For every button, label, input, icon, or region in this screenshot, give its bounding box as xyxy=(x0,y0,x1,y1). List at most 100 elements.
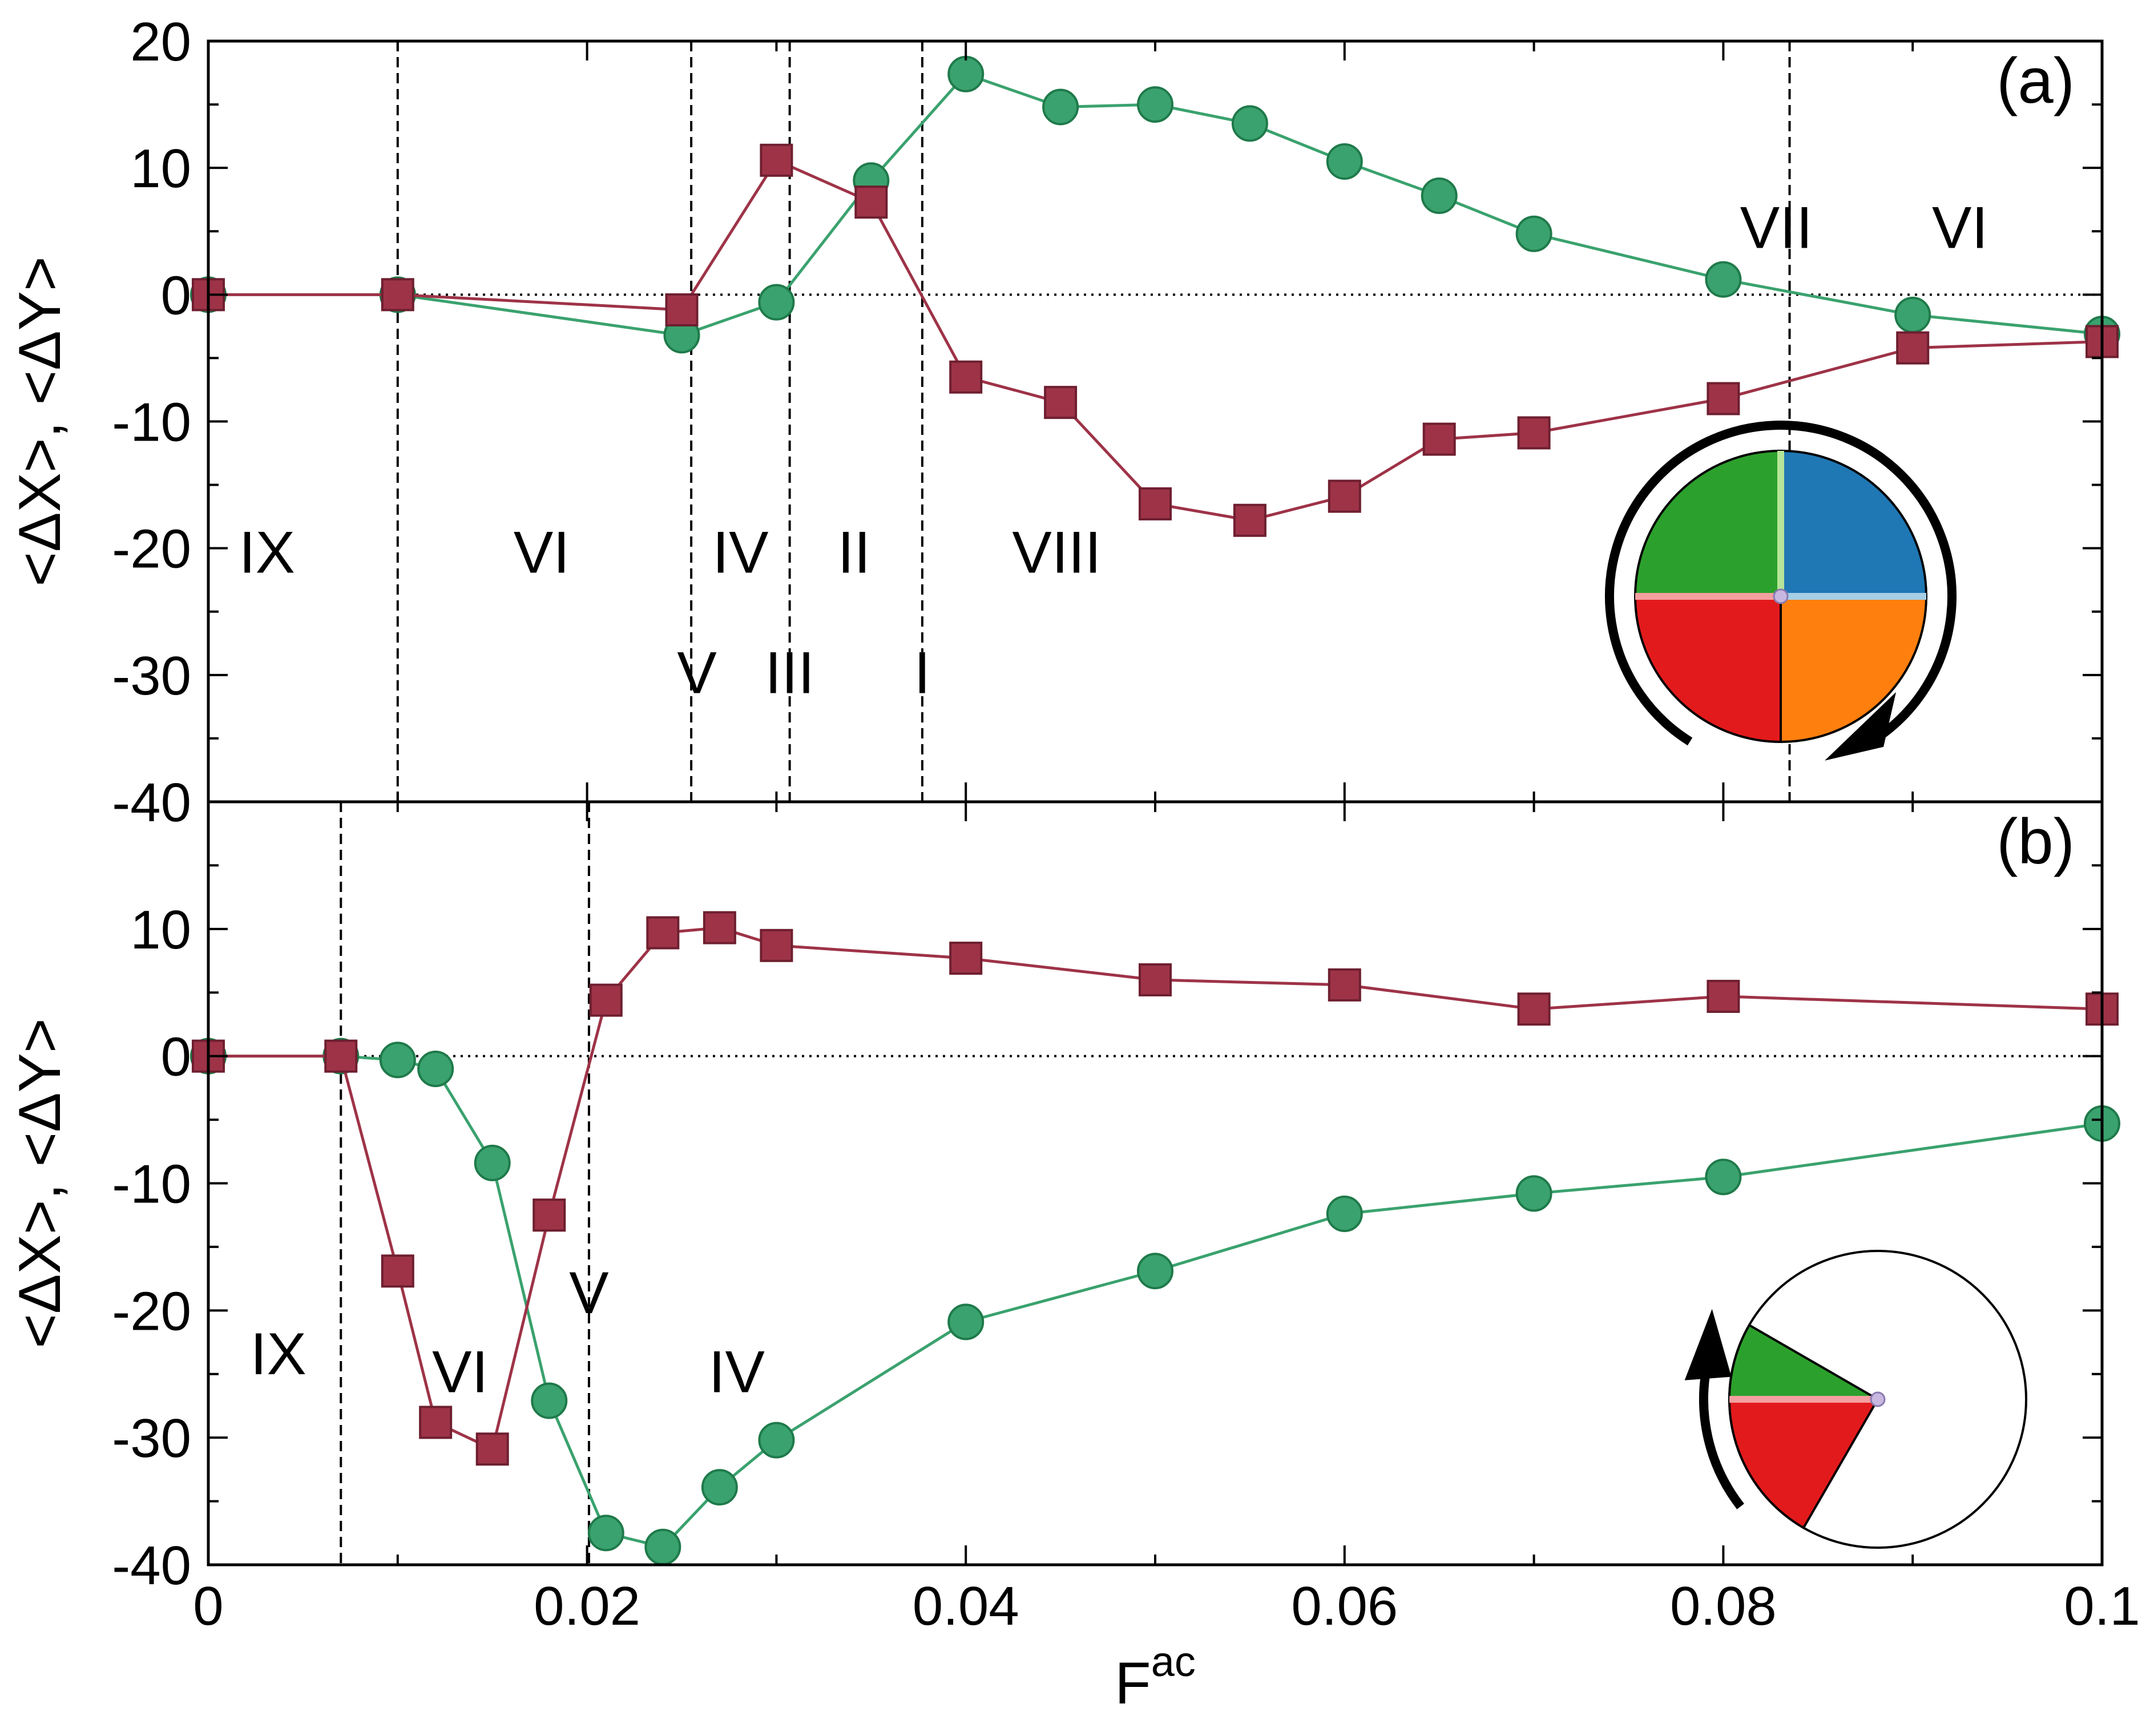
b-x-tick-label: 0.06 xyxy=(1291,1576,1398,1637)
a-region-label: VIII xyxy=(1012,519,1101,586)
inset-pie-sector xyxy=(1728,1323,1882,1400)
a-region-label: VI xyxy=(514,519,570,586)
inset-pie-sector xyxy=(1728,1398,1880,1529)
rotation-arrowhead xyxy=(1684,1309,1732,1380)
b-circle-point xyxy=(417,1050,454,1087)
a-circle-point xyxy=(758,284,795,321)
x-axis-label: Fac xyxy=(1115,1638,1196,1717)
a-region-label: IV xyxy=(712,519,768,586)
a-square-point xyxy=(1044,386,1078,419)
b-square-point xyxy=(381,1254,414,1288)
b-square-point xyxy=(475,1432,509,1466)
a-square-point xyxy=(1233,503,1266,537)
b-circle-point xyxy=(701,1469,738,1506)
a-circle-point xyxy=(1515,215,1552,252)
b-circle-point xyxy=(474,1144,511,1181)
b-square-point xyxy=(1707,979,1740,1013)
b-series-circles-line xyxy=(208,1055,2103,1549)
a-circle-point xyxy=(1042,88,1079,126)
a-square-point xyxy=(760,143,793,177)
b-y-tick-label: -40 xyxy=(112,1535,191,1596)
b-square-point xyxy=(589,983,623,1017)
b-circle-point xyxy=(1705,1158,1742,1196)
a-circle-point xyxy=(1326,143,1363,180)
a-circle-point xyxy=(1705,261,1742,298)
b-circle-point xyxy=(1515,1175,1552,1212)
a-circle-point xyxy=(1231,105,1268,142)
a-y-tick-label: -40 xyxy=(112,772,191,833)
b-square-point xyxy=(419,1406,453,1439)
x-axis-label-main: F xyxy=(1115,1650,1151,1717)
inset-pie-sector xyxy=(1635,451,1781,596)
a-circle-point xyxy=(947,55,985,92)
a-region-label: VI xyxy=(1932,195,1988,261)
a-circle-point xyxy=(1894,296,1931,333)
b-circle-point xyxy=(587,1515,624,1552)
inset-pie-sector xyxy=(1635,596,1781,742)
b-square-point xyxy=(646,916,680,950)
a-circle-point xyxy=(1137,86,1173,123)
a-region-label: II xyxy=(838,519,871,586)
rotation-arrow xyxy=(1605,421,1957,746)
a-region-label: VII xyxy=(1740,195,1813,261)
b-circle-point xyxy=(1137,1253,1173,1290)
a-region-label: V xyxy=(677,640,716,706)
b-square-point xyxy=(324,1039,358,1073)
b-region-label: IX xyxy=(251,1321,306,1387)
b-x-tick-label: 0.02 xyxy=(534,1576,640,1637)
panel-b: 100-10-20-30-400 0.02 0.04 0.06 0.08 0.1 (b) … xyxy=(7,800,2140,1637)
a-y-tick-label: -10 xyxy=(112,392,191,453)
b-x-tick-label: 0.1 xyxy=(2064,1576,2140,1637)
a-region-label: I xyxy=(914,640,930,706)
inset-pie-sector xyxy=(1781,451,1926,596)
a-square-point xyxy=(1328,479,1361,513)
panel-a-y-axis-label: <ΔX>, <ΔY> xyxy=(7,256,73,586)
a-y-tick-label: -20 xyxy=(112,519,191,580)
panel-b-label: (b) xyxy=(1996,806,2075,877)
b-circle-point xyxy=(1326,1195,1363,1232)
a-square-point xyxy=(1139,487,1172,520)
a-square-point xyxy=(1896,331,1930,365)
b-square-point xyxy=(949,942,983,975)
b-x-tick-label: 0.08 xyxy=(1670,1576,1777,1637)
b-x-tick-label: 0.04 xyxy=(913,1576,1019,1637)
b-square-point xyxy=(1328,968,1361,1002)
a-y-tick-label: -30 xyxy=(112,645,191,706)
a-y-tick-label: 0 xyxy=(161,265,191,326)
a-region-label: IX xyxy=(239,519,295,586)
b-y-tick-label: -20 xyxy=(112,1281,191,1342)
a-square-point xyxy=(381,278,414,312)
b-y-tick-label: 10 xyxy=(130,899,191,960)
b-square-point xyxy=(703,911,736,944)
b-y-tick-label: -30 xyxy=(112,1408,191,1469)
b-square-point xyxy=(533,1198,566,1232)
a-y-tick-label: 20 xyxy=(130,11,191,72)
b-square-point xyxy=(1139,963,1172,996)
panel-a-label: (a) xyxy=(1996,45,2075,116)
a-square-point xyxy=(1517,416,1551,450)
inset-pie-center xyxy=(1870,1391,1886,1407)
b-x-tick-label: 0 xyxy=(193,1576,223,1637)
rotation-arrow xyxy=(1699,1362,1744,1509)
b-y-tick-label: -10 xyxy=(112,1154,191,1215)
b-circle-point xyxy=(758,1422,795,1459)
a-region-label: III xyxy=(765,640,814,706)
b-region-label: V xyxy=(569,1260,608,1326)
panel-b-inset-pie xyxy=(1684,1250,2027,1549)
a-square-point xyxy=(1707,382,1740,415)
b-y-tick-label: 0 xyxy=(161,1027,191,1088)
a-square-point xyxy=(1422,422,1456,456)
panel-b-y-axis-label: <ΔX>, <ΔY> xyxy=(7,1018,73,1348)
a-square-point xyxy=(665,293,699,326)
x-axis-label-superscript: ac xyxy=(1151,1638,1196,1685)
b-circle-point xyxy=(531,1382,568,1419)
a-circle-point xyxy=(1421,177,1458,215)
b-square-point xyxy=(1517,992,1551,1026)
inset-pie-center xyxy=(1773,588,1789,604)
a-y-tick-label: 10 xyxy=(130,138,191,199)
panel-b-region-boundaries xyxy=(340,802,590,1565)
inset-pie-sector xyxy=(1781,596,1926,742)
a-square-point xyxy=(854,185,888,219)
